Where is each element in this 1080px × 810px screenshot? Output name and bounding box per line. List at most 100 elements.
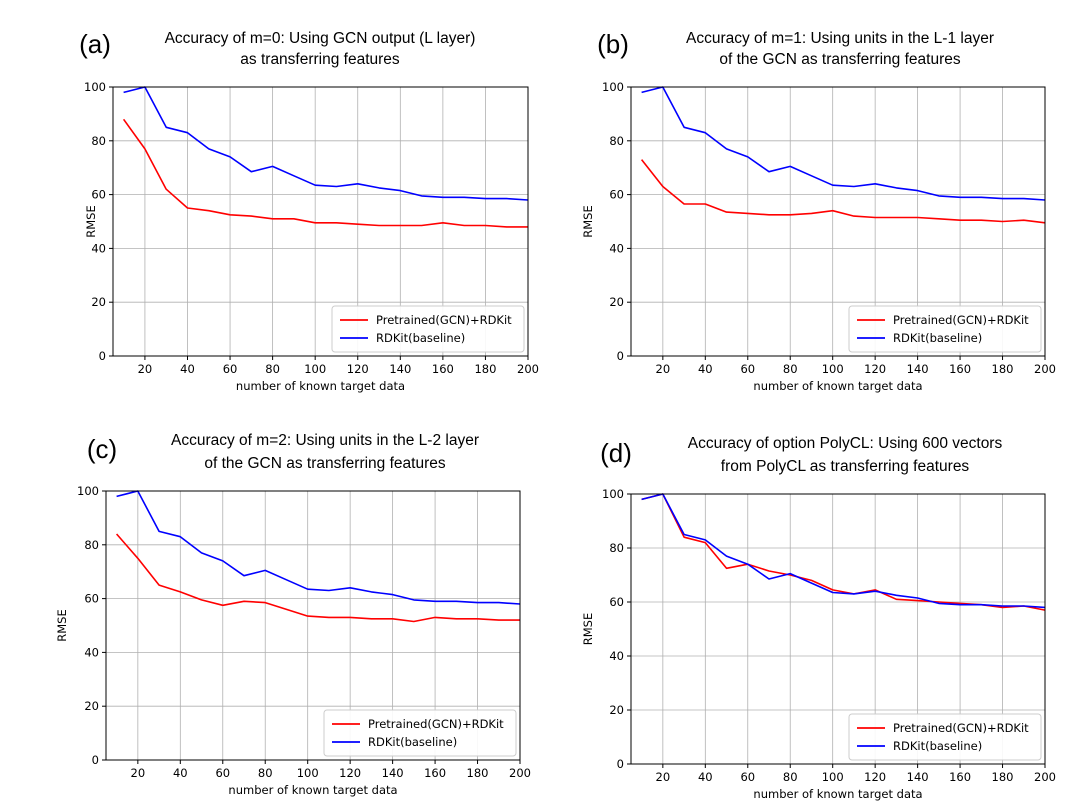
panel-label: (a) — [79, 29, 111, 59]
y-tick-label: 40 — [91, 241, 106, 255]
legend-entry-label: Pretrained(GCN)+RDKit — [893, 313, 1029, 327]
x-tick-label: 40 — [173, 766, 188, 780]
x-axis-label: number of known target data — [753, 787, 922, 801]
y-tick-label: 0 — [92, 753, 99, 767]
series-line-rdkit-baseline — [123, 86, 529, 201]
legend: Pretrained(GCN)+RDKit RDKit(baseline) — [848, 713, 1042, 761]
x-tick-label: 200 — [509, 766, 531, 780]
y-tick-label: 100 — [602, 80, 624, 94]
y-tick-label: 20 — [84, 699, 99, 713]
y-axis-label: RMSE — [84, 205, 98, 237]
x-tick-label: 80 — [258, 766, 273, 780]
x-tick-label: 140 — [389, 362, 411, 376]
x-tick-label: 180 — [992, 362, 1014, 376]
y-tick-label: 80 — [91, 134, 106, 148]
legend: Pretrained(GCN)+RDKit RDKit(baseline) — [331, 305, 525, 353]
x-tick-label: 40 — [698, 770, 713, 784]
plot-frame — [105, 490, 521, 761]
y-tick-label: 20 — [91, 295, 106, 309]
y-tick-label: 40 — [609, 649, 624, 663]
x-tick-label: 140 — [382, 766, 404, 780]
x-tick-label: 140 — [907, 362, 929, 376]
legend-entry-label: Pretrained(GCN)+RDKit — [893, 721, 1029, 735]
y-tick-label: 0 — [617, 349, 624, 363]
panel-label: (d) — [600, 438, 632, 468]
x-tick-label: 80 — [783, 362, 798, 376]
plot-frame — [112, 86, 529, 357]
chart-title-line-2: as transferring features — [240, 51, 400, 68]
plot-frame — [630, 493, 1046, 765]
y-tick-label: 60 — [609, 595, 624, 609]
x-tick-label: 20 — [656, 362, 671, 376]
legend-entry-label: Pretrained(GCN)+RDKit — [368, 717, 504, 731]
y-axis-label: RMSE — [581, 205, 595, 237]
x-tick-label: 180 — [992, 770, 1014, 784]
x-tick-label: 60 — [740, 770, 755, 784]
chart-panel-d: (d) Accuracy of option PolyCL: Using 600 … — [581, 435, 1056, 801]
y-tick-label: 100 — [84, 80, 106, 94]
y-axis-label: RMSE — [55, 609, 69, 641]
y-tick-label: 20 — [609, 295, 624, 309]
x-tick-label: 100 — [822, 362, 844, 376]
x-tick-label: 160 — [424, 766, 446, 780]
chart-title-line-1: Accuracy of option PolyCL: Using 600 vec… — [688, 435, 1003, 452]
series-line-rdkit-baseline — [116, 490, 521, 605]
y-tick-label: 60 — [84, 592, 99, 606]
series-line-pretrained-gcn-rdkit — [640, 159, 1046, 224]
y-tick-label: 80 — [84, 538, 99, 552]
x-axis-label: number of known target data — [228, 783, 397, 797]
x-tick-label: 20 — [131, 766, 146, 780]
x-tick-label: 200 — [1034, 362, 1056, 376]
x-tick-label: 40 — [698, 362, 713, 376]
chart-title-line-1: Accuracy of m=2: Using units in the L-2 … — [171, 432, 479, 449]
y-tick-label: 80 — [609, 541, 624, 555]
x-tick-label: 160 — [949, 770, 971, 784]
y-tick-label: 100 — [77, 484, 99, 498]
plot-frame — [630, 86, 1046, 357]
chart-title-line-1: Accuracy of m=0: Using GCN output (L lay… — [165, 30, 476, 47]
legend-entry-label: RDKit(baseline) — [893, 739, 982, 753]
y-axis-label: RMSE — [581, 613, 595, 645]
x-axis-label: number of known target data — [236, 379, 405, 393]
x-tick-label: 80 — [783, 770, 798, 784]
x-tick-label: 180 — [474, 362, 496, 376]
legend-entry-label: Pretrained(GCN)+RDKit — [376, 313, 512, 327]
legend: Pretrained(GCN)+RDKit RDKit(baseline) — [848, 305, 1042, 353]
x-tick-label: 120 — [339, 766, 361, 780]
chart-title-line-1: Accuracy of m=1: Using units in the L-1 … — [686, 30, 994, 47]
x-tick-label: 20 — [138, 362, 153, 376]
legend-entry-label: RDKit(baseline) — [368, 735, 457, 749]
chart-panel-a: (a) Accuracy of m=0: Using GCN output (L … — [79, 29, 539, 393]
x-tick-label: 120 — [864, 362, 886, 376]
x-tick-label: 80 — [265, 362, 280, 376]
x-tick-label: 180 — [467, 766, 489, 780]
y-tick-label: 40 — [84, 645, 99, 659]
x-tick-label: 60 — [215, 766, 230, 780]
x-tick-label: 100 — [304, 362, 326, 376]
x-tick-label: 160 — [949, 362, 971, 376]
chart-title-line-2: of the GCN as transferring features — [204, 455, 445, 472]
x-tick-label: 60 — [740, 362, 755, 376]
y-tick-label: 0 — [617, 757, 624, 771]
legend-box — [331, 305, 525, 353]
legend-entry-label: RDKit(baseline) — [893, 331, 982, 345]
x-tick-label: 120 — [864, 770, 886, 784]
chart-panel-c: (c) Accuracy of m=2: Using units in the L… — [55, 432, 531, 797]
x-tick-label: 140 — [907, 770, 929, 784]
x-axis-label: number of known target data — [753, 379, 922, 393]
panel-label: (c) — [87, 434, 117, 464]
y-tick-label: 80 — [609, 134, 624, 148]
series-line-pretrained-gcn-rdkit — [115, 533, 520, 623]
x-tick-label: 160 — [432, 362, 454, 376]
y-tick-label: 40 — [609, 241, 624, 255]
y-tick-label: 60 — [91, 188, 106, 202]
series-line-rdkit-baseline — [641, 86, 1046, 201]
legend-box — [848, 305, 1042, 353]
chart-panel-b: (b) Accuracy of m=1: Using units in the L… — [581, 29, 1056, 393]
y-tick-label: 20 — [609, 703, 624, 717]
series-line-pretrained-gcn-rdkit — [122, 118, 528, 228]
panel-label: (b) — [597, 29, 629, 59]
y-tick-label: 0 — [99, 349, 106, 363]
x-tick-label: 100 — [297, 766, 319, 780]
